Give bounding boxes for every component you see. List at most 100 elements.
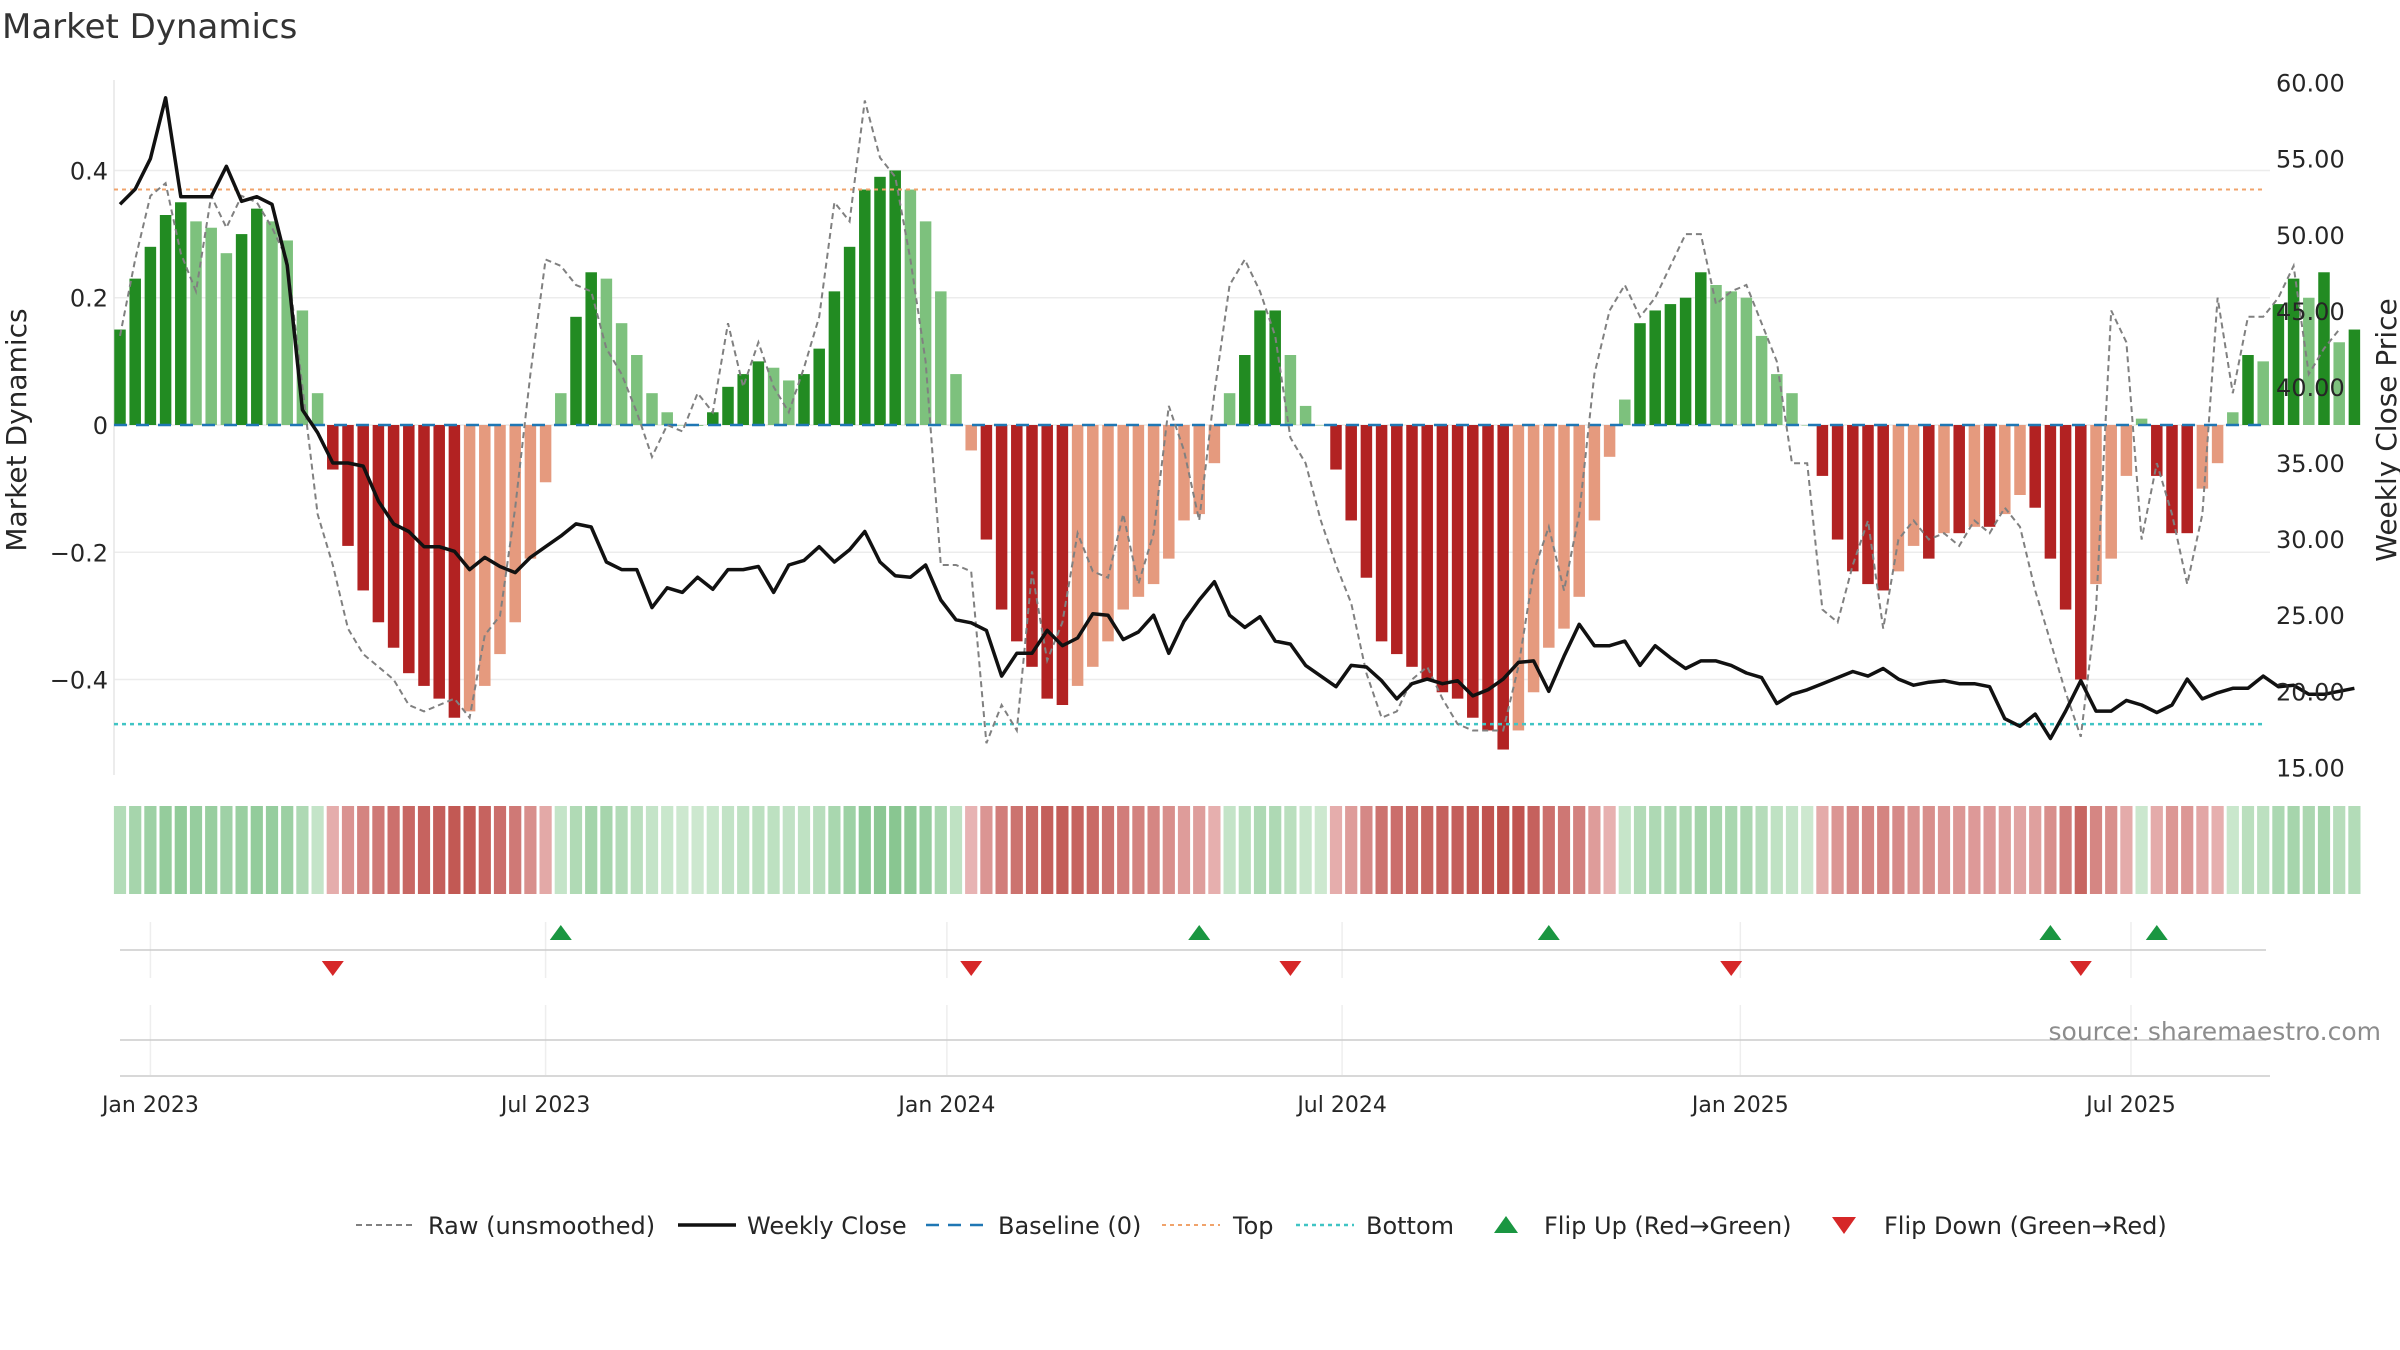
bar-week-81: [1345, 425, 1357, 521]
left-tick-label-2: 0: [93, 412, 108, 440]
strip-cell-6: [205, 806, 218, 894]
bar-week-5: [190, 221, 202, 425]
bar-week-35: [646, 393, 658, 425]
bar-week-56: [965, 425, 977, 451]
bar-week-8: [235, 234, 248, 425]
bar-week-106: [1725, 291, 1737, 425]
legend-label-5: Flip Up (Red→Green): [1544, 1212, 1792, 1240]
strip-cell-96: [1573, 806, 1586, 894]
strip-cell-80: [1329, 806, 1343, 894]
strip-cell-66: [1117, 806, 1130, 894]
strip-cell-0: [113, 806, 127, 894]
strip-cell-39: [706, 806, 719, 894]
bar-week-79: [1315, 425, 1327, 426]
strip-cell-55: [949, 806, 963, 894]
bar-week-40: [722, 386, 734, 425]
legend-label-0: Raw (unsmoothed): [428, 1212, 655, 1240]
bar-week-138: [2211, 425, 2224, 464]
strip-cell-85: [1405, 806, 1419, 894]
strip-cell-7: [220, 806, 233, 894]
bar-week-95: [1558, 425, 1570, 629]
x-axis: Jan 2023 Jul 2023 Jan 2024 Jul 2024 Jan 2025…: [100, 1093, 2176, 1118]
strip-cell-82: [1360, 806, 1373, 894]
chart-title: Market Dynamics: [2, 7, 297, 47]
bar-week-52: [904, 189, 917, 425]
bar-week-89: [1467, 425, 1479, 718]
bar-week-7: [220, 253, 233, 425]
bar-week-128: [2059, 425, 2072, 610]
strip-cell-22: [448, 806, 461, 894]
strip-cell-21: [433, 806, 446, 894]
bar-week-73: [1223, 393, 1236, 425]
strip-cell-13: [311, 806, 324, 894]
strip-cell-89: [1466, 806, 1479, 894]
legend-label-1: Weekly Close: [747, 1212, 907, 1240]
right-tick-label-1: 55.00: [2276, 146, 2345, 174]
strip-cell-137: [2196, 806, 2209, 894]
strip-cell-91: [1497, 806, 1510, 894]
raw-unsmoothed-line: [119, 100, 2340, 744]
flip-up-marker-0: [549, 925, 572, 940]
strip-cell-88: [1451, 806, 1464, 894]
bar-week-130: [2090, 425, 2102, 585]
x-tick-label-3: Jul 2024: [1295, 1093, 1387, 1118]
strip-cell-5: [189, 806, 203, 894]
strip-cell-100: [1633, 806, 1647, 894]
strip-cell-51: [889, 806, 902, 894]
strip-cell-111: [1801, 806, 1814, 894]
bar-week-36: [661, 412, 673, 425]
strip-cell-40: [721, 806, 735, 894]
strip-cell-133: [2135, 806, 2148, 894]
bar-week-146: [2333, 342, 2345, 425]
bar-week-143: [2287, 278, 2300, 425]
bar-week-141: [2257, 361, 2269, 425]
strip-cell-31: [585, 806, 598, 894]
right-tick-label-0: 60.00: [2276, 70, 2345, 98]
bar-week-140: [2242, 355, 2254, 425]
strip-cell-74: [1238, 806, 1251, 894]
bar-week-53: [919, 221, 932, 425]
strip-cell-50: [873, 806, 887, 894]
strip-cell-45: [797, 806, 811, 894]
strip-cell-99: [1618, 806, 1631, 894]
strip-cell-14: [326, 806, 339, 894]
strip-cell-103: [1679, 806, 1692, 894]
strip-cell-121: [1953, 806, 1966, 894]
strip-cell-101: [1649, 806, 1662, 894]
bar-week-64: [1087, 425, 1099, 667]
bar-week-34: [631, 355, 643, 425]
bar-week-49: [859, 189, 871, 425]
strip-cell-52: [904, 806, 917, 894]
bar-week-45: [798, 374, 810, 425]
bar-week-124: [1999, 425, 2011, 515]
bar-week-9: [251, 208, 263, 425]
bar-week-13: [311, 393, 324, 425]
bar-week-10: [266, 221, 278, 425]
bar-week-11: [281, 240, 293, 425]
strip-cell-135: [2165, 806, 2179, 894]
bar-week-17: [372, 425, 385, 623]
bar-week-97: [1588, 425, 1601, 521]
strip-cell-69: [1162, 806, 1175, 894]
strip-cell-104: [1694, 806, 1707, 894]
bar-week-118: [1907, 425, 1920, 546]
bar-week-137: [2196, 425, 2209, 489]
strip-cell-127: [2044, 806, 2057, 894]
bar-week-44: [783, 380, 795, 425]
strip-cell-116: [1877, 806, 1890, 894]
flip-up-marker-2: [1537, 925, 1560, 940]
strip-cell-29: [554, 806, 567, 894]
strip-cell-146: [2333, 806, 2346, 894]
strip-cell-123: [1983, 806, 1996, 894]
bar-week-48: [843, 246, 856, 425]
bar-week-3: [159, 215, 172, 425]
bar-week-122: [1968, 425, 1981, 527]
bar-week-131: [2105, 425, 2117, 559]
bar-week-77: [1284, 355, 1297, 425]
bar-week-24: [479, 425, 491, 686]
strip-cell-118: [1907, 806, 1920, 894]
strip-cell-41: [737, 806, 750, 894]
bar-week-125: [2014, 425, 2026, 495]
left-tick-label-1: 0.2: [70, 285, 108, 313]
strip-cell-124: [1998, 806, 2011, 894]
